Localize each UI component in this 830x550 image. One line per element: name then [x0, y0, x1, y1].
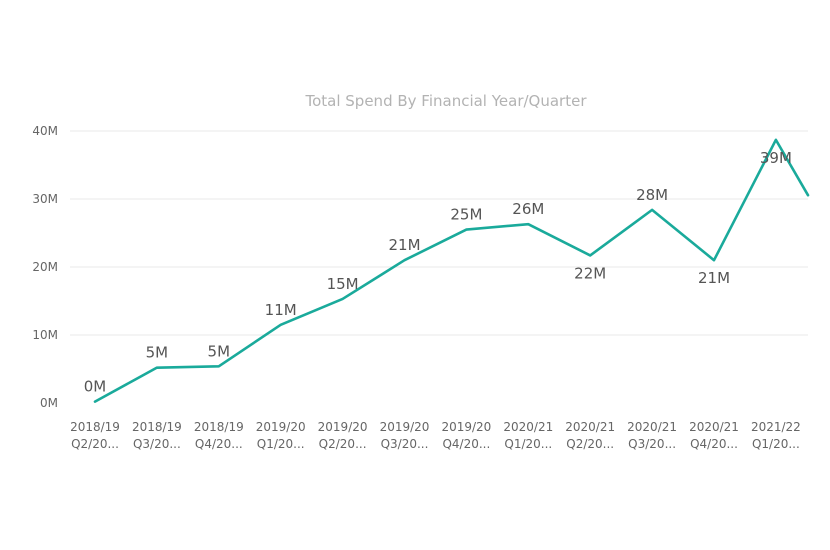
series-total-spend: [93, 138, 810, 403]
x-tick-label: 2019/20 Q2/20...: [318, 420, 368, 451]
data-label: 26M: [512, 200, 544, 218]
gridlines: [70, 130, 808, 336]
x-tick-label: 2020/21 Q4/20...: [689, 420, 739, 451]
y-tick-label: 30M: [32, 192, 58, 206]
x-tick-label: 2019/20 Q1/20...: [256, 420, 306, 451]
chart-title: Total Spend By Financial Year/Quarter: [304, 92, 587, 110]
x-tick-label: 2020/21 Q2/20...: [565, 420, 615, 451]
x-tick-label: 2020/21 Q1/20...: [503, 420, 553, 451]
y-tick-label: 40M: [32, 124, 58, 138]
x-tick-label: 2018/19 Q2/20...: [70, 420, 120, 451]
y-axis-ticks: 0M 10M 20M 30M 40M: [32, 124, 58, 410]
x-tick-label: 2020/21 Q3/20...: [627, 420, 677, 451]
data-label: 15M: [327, 275, 359, 293]
data-label: 5M: [208, 342, 231, 360]
y-tick-label: 20M: [32, 260, 58, 274]
x-tick-label: 2018/19 Q4/20...: [194, 420, 244, 451]
data-label: 0M: [84, 378, 107, 396]
x-tick-label: 2021/22 Q1/20...: [751, 420, 801, 451]
y-tick-label: 0M: [40, 396, 58, 410]
x-tick-label: 2019/20 Q4/20...: [441, 420, 491, 451]
y-tick-label: 10M: [32, 328, 58, 342]
series-line: [93, 138, 810, 403]
data-label: 21M: [698, 269, 730, 287]
data-label: 28M: [636, 186, 668, 204]
data-label: 11M: [265, 301, 297, 319]
data-label: 39M: [760, 149, 792, 167]
data-label: 22M: [574, 264, 606, 282]
data-label: 21M: [388, 236, 420, 254]
x-axis-ticks: 2018/19 Q2/20... 2018/19 Q3/20... 2018/19 Q4/…: [70, 420, 801, 451]
data-label: 5M: [146, 344, 169, 362]
data-labels: 0M 5M 5M 11M 15M 21M 25M 26M 22M 28M 21M 39M: [84, 149, 792, 396]
data-label: 25M: [450, 206, 482, 224]
x-tick-label: 2019/20 Q3/20...: [380, 420, 430, 451]
x-tick-label: 2018/19 Q3/20...: [132, 420, 182, 451]
